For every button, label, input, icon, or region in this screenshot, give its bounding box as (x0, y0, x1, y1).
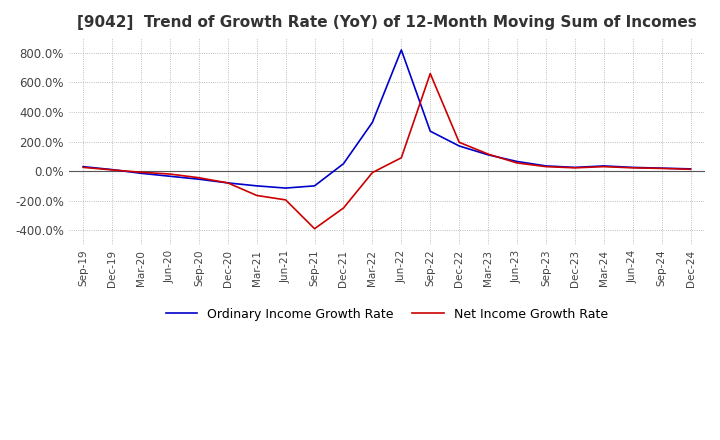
Net Income Growth Rate (339, 205, 348, 211)
Ordinary Income Growth Rate (253, 183, 261, 188)
Ordinary Income Growth Rate (397, 47, 405, 52)
Legend: Ordinary Income Growth Rate, Net Income Growth Rate: Ordinary Income Growth Rate, Net Income … (161, 303, 613, 326)
Net Income Growth Rate (600, 164, 608, 169)
Net Income Growth Rate (541, 164, 550, 169)
Ordinary Income Growth Rate (455, 143, 464, 149)
Net Income Growth Rate (166, 172, 174, 177)
Net Income Growth Rate (657, 166, 666, 171)
Ordinary Income Growth Rate (629, 165, 637, 170)
Ordinary Income Growth Rate (513, 159, 521, 164)
Ordinary Income Growth Rate (484, 152, 492, 158)
Net Income Growth Rate (629, 165, 637, 170)
Ordinary Income Growth Rate (310, 183, 319, 188)
Line: Ordinary Income Growth Rate: Ordinary Income Growth Rate (84, 50, 690, 188)
Net Income Growth Rate (686, 167, 695, 172)
Net Income Growth Rate (194, 175, 203, 180)
Ordinary Income Growth Rate (108, 167, 117, 172)
Ordinary Income Growth Rate (137, 171, 145, 176)
Net Income Growth Rate (484, 151, 492, 157)
Net Income Growth Rate (282, 197, 290, 202)
Line: Net Income Growth Rate: Net Income Growth Rate (84, 73, 690, 229)
Net Income Growth Rate (426, 71, 435, 76)
Ordinary Income Growth Rate (600, 163, 608, 169)
Net Income Growth Rate (79, 165, 88, 170)
Net Income Growth Rate (570, 165, 579, 170)
Ordinary Income Growth Rate (194, 176, 203, 182)
Ordinary Income Growth Rate (541, 163, 550, 169)
Ordinary Income Growth Rate (570, 165, 579, 170)
Ordinary Income Growth Rate (368, 120, 377, 125)
Ordinary Income Growth Rate (223, 180, 232, 186)
Net Income Growth Rate (368, 170, 377, 175)
Net Income Growth Rate (223, 180, 232, 186)
Net Income Growth Rate (310, 226, 319, 231)
Title: [9042]  Trend of Growth Rate (YoY) of 12-Month Moving Sum of Incomes: [9042] Trend of Growth Rate (YoY) of 12-… (77, 15, 697, 30)
Net Income Growth Rate (397, 155, 405, 161)
Ordinary Income Growth Rate (166, 174, 174, 179)
Net Income Growth Rate (513, 160, 521, 165)
Ordinary Income Growth Rate (426, 128, 435, 134)
Net Income Growth Rate (137, 170, 145, 175)
Net Income Growth Rate (108, 167, 117, 172)
Ordinary Income Growth Rate (657, 165, 666, 171)
Ordinary Income Growth Rate (79, 164, 88, 169)
Net Income Growth Rate (455, 139, 464, 145)
Ordinary Income Growth Rate (282, 185, 290, 191)
Ordinary Income Growth Rate (339, 161, 348, 166)
Ordinary Income Growth Rate (686, 166, 695, 172)
Net Income Growth Rate (253, 193, 261, 198)
